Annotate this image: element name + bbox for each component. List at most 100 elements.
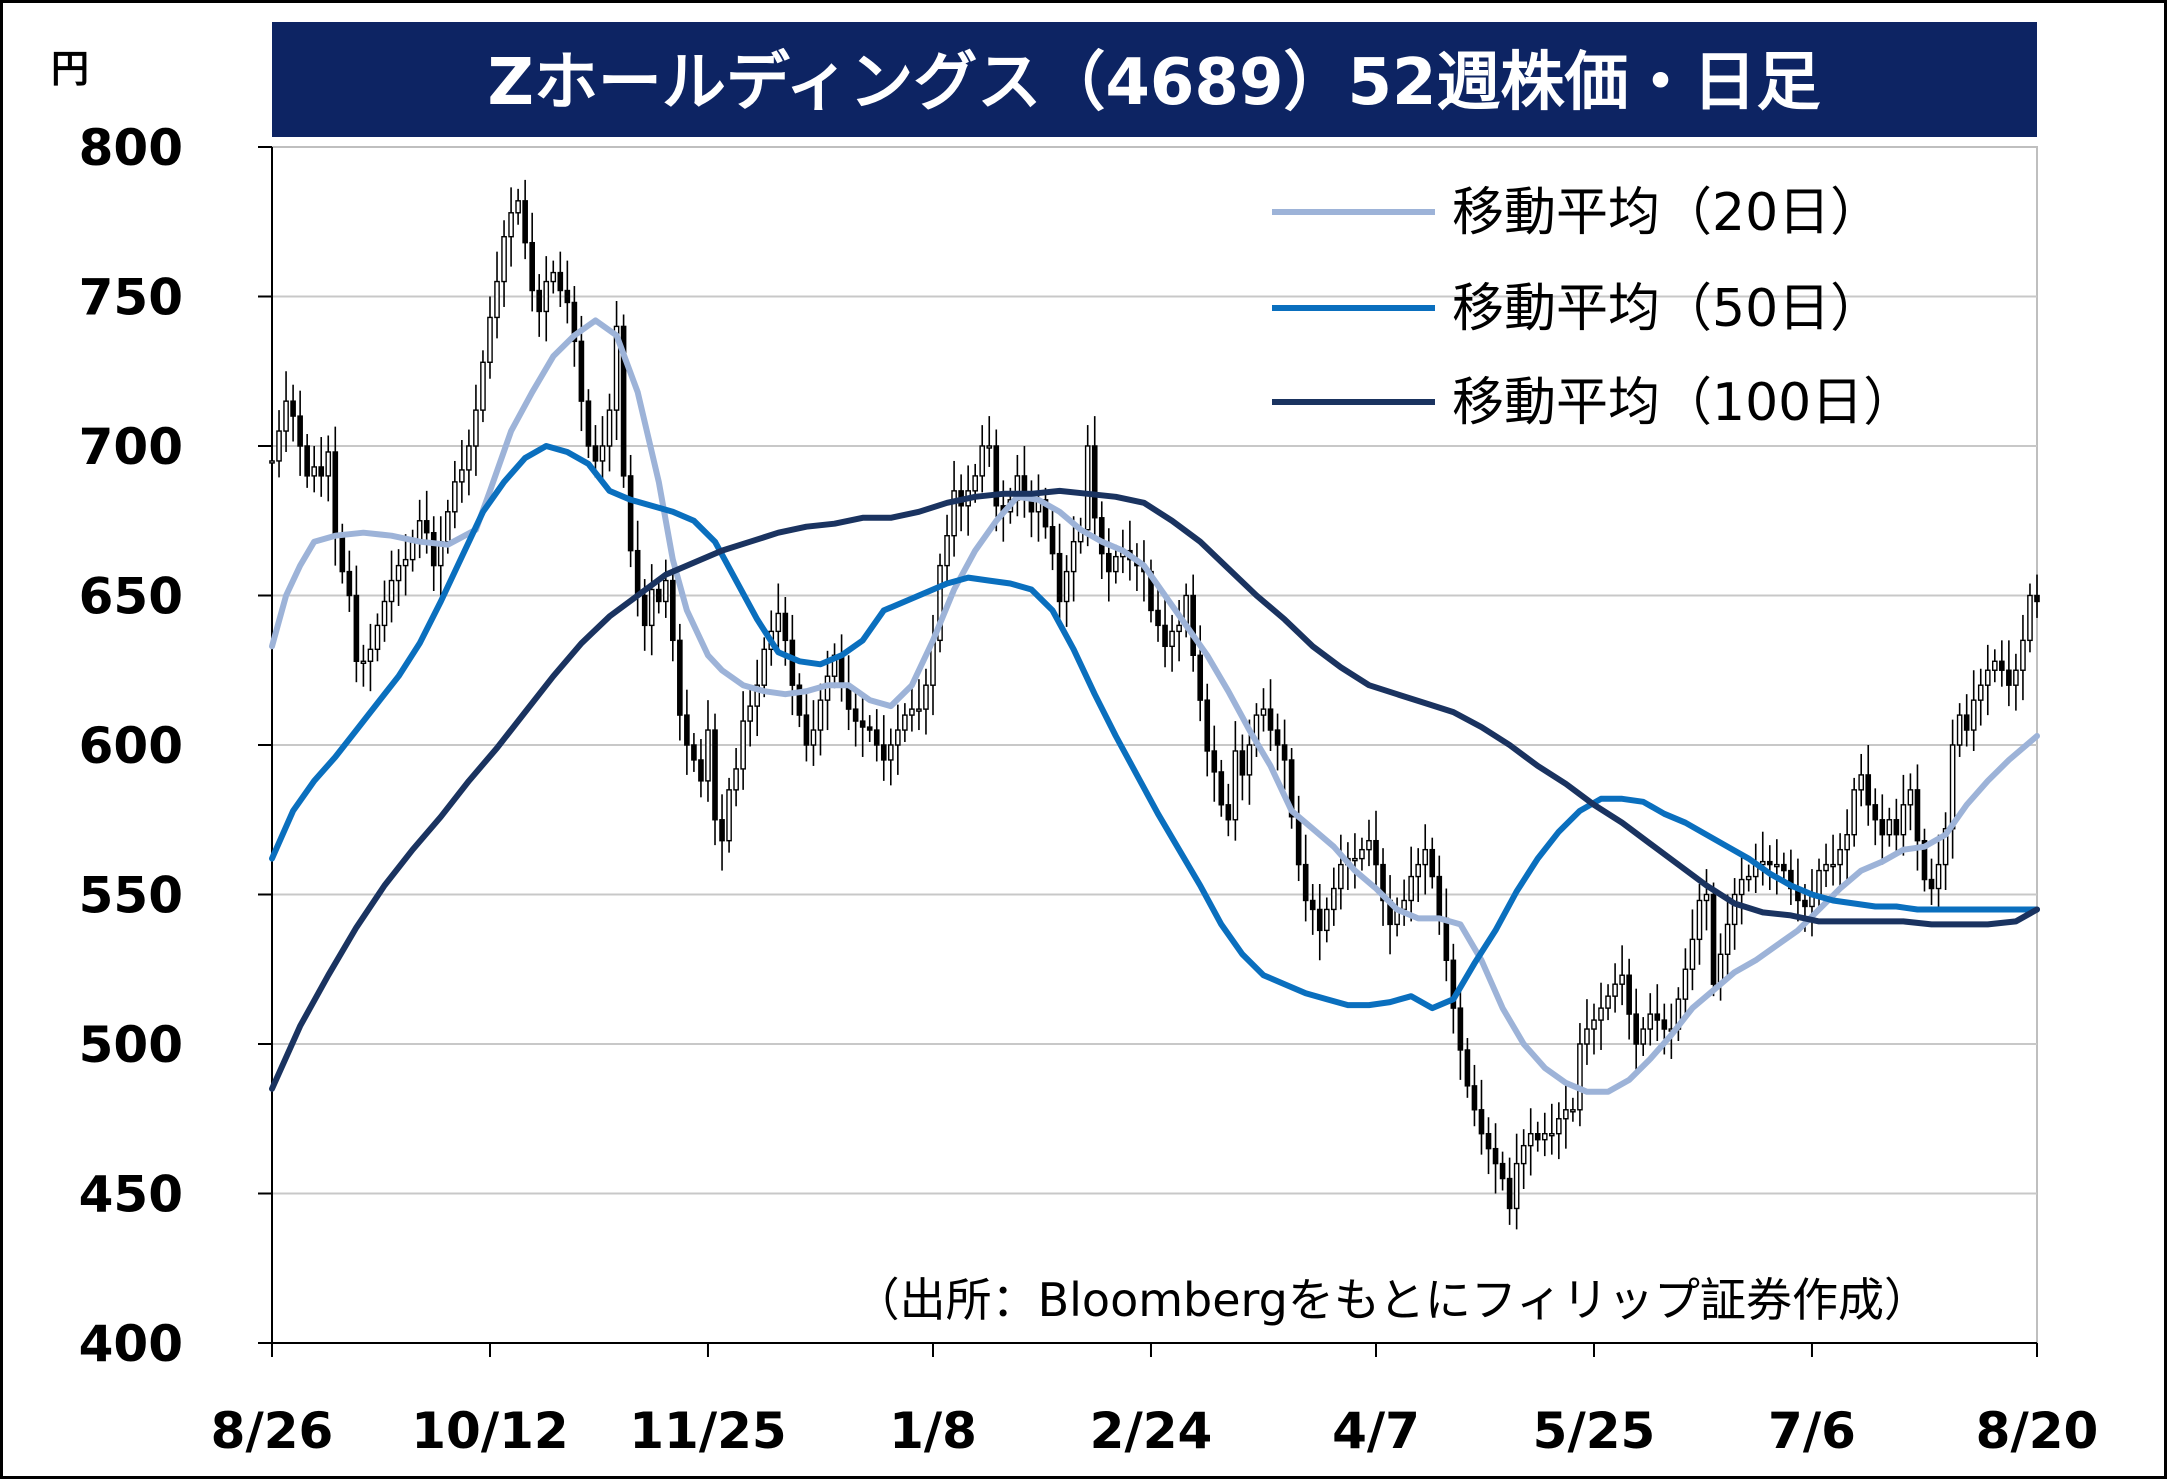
candle <box>1774 839 1780 895</box>
candle <box>374 613 381 662</box>
candle <box>459 440 465 503</box>
candle <box>353 565 360 683</box>
candle-body <box>1527 1132 1534 1147</box>
candle-body <box>1970 699 1977 731</box>
candle-body <box>1556 1118 1562 1135</box>
candle-body <box>1450 959 1457 1009</box>
candle-body <box>1429 848 1436 878</box>
candle <box>852 692 859 747</box>
candle <box>1323 897 1330 943</box>
candle <box>1921 828 1928 892</box>
candle <box>1591 1003 1597 1055</box>
candle-body <box>1457 1007 1464 1051</box>
candle <box>1084 425 1091 547</box>
candle <box>662 559 669 618</box>
candle-body <box>1506 1177 1513 1210</box>
candle-body <box>1612 983 1618 997</box>
title-banner <box>272 22 2037 137</box>
candle <box>1823 843 1829 888</box>
x-tick-label: 7/6 <box>1768 1402 1856 1460</box>
candle <box>297 390 303 476</box>
candle <box>318 437 325 497</box>
candle-body <box>1879 819 1886 836</box>
candle-body <box>339 535 346 573</box>
candle <box>1654 984 1661 1042</box>
candle <box>1710 882 1717 997</box>
candle-body <box>466 445 472 471</box>
candle-body <box>1281 744 1288 761</box>
candle <box>1429 837 1436 889</box>
candle <box>803 694 810 762</box>
candle-body <box>1921 839 1928 881</box>
candle <box>1703 869 1710 931</box>
candle <box>733 747 739 807</box>
candle-body <box>1492 1147 1499 1165</box>
candle <box>1169 614 1175 672</box>
candle-body <box>388 579 395 603</box>
x-tick-label: 2/24 <box>1090 1402 1213 1460</box>
candle-body <box>1872 804 1879 821</box>
candle <box>1893 798 1900 852</box>
candle <box>1204 683 1211 777</box>
candle <box>761 637 768 698</box>
candle-body <box>754 684 761 707</box>
candle <box>1977 668 1984 726</box>
candle-body <box>1091 445 1098 519</box>
candle <box>916 679 922 731</box>
candle <box>1886 807 1893 847</box>
candle <box>550 260 557 294</box>
candle <box>684 689 690 775</box>
candle-body <box>381 600 388 627</box>
candle-body <box>627 475 634 552</box>
candle-body <box>684 714 690 746</box>
candle-body <box>1661 1019 1668 1030</box>
candle-body <box>1098 517 1105 555</box>
candle-body <box>1865 774 1872 806</box>
candle-body <box>353 594 360 662</box>
candle <box>719 794 725 871</box>
candle <box>1302 834 1309 922</box>
candle-body <box>1991 660 1998 671</box>
candle-body <box>2013 669 2019 686</box>
candle-body <box>536 289 543 313</box>
moving-average-lines <box>269 317 2040 1095</box>
candle <box>1113 544 1119 584</box>
candle-body <box>1570 1109 1576 1113</box>
candle-body <box>1478 1109 1485 1135</box>
legend-label-ma20: 移動平均（20日） <box>1452 183 1882 243</box>
candle <box>1091 416 1098 539</box>
candle <box>789 614 796 716</box>
candle <box>1506 1157 1513 1225</box>
candle-body <box>1844 834 1850 851</box>
candle-body <box>1605 995 1611 1009</box>
candle-body <box>859 720 866 728</box>
candle <box>796 673 803 728</box>
candle-body <box>775 612 782 633</box>
y-tick-label: 450 <box>79 1166 183 1224</box>
candle <box>1781 852 1787 883</box>
candle <box>951 460 957 557</box>
candle-body <box>508 212 514 238</box>
candle-body <box>1155 609 1161 627</box>
candle <box>1352 833 1358 889</box>
candle-body <box>550 271 557 283</box>
candle <box>1070 516 1077 602</box>
candle <box>726 777 732 853</box>
y-tick-label: 650 <box>79 568 183 626</box>
candle <box>923 668 929 735</box>
candle <box>810 700 817 766</box>
candle-body <box>810 729 817 746</box>
candle-body <box>613 325 620 411</box>
candle-body <box>1619 974 1625 985</box>
candle-body <box>290 400 296 417</box>
candle-body <box>1956 714 1963 746</box>
candle <box>648 564 655 656</box>
x-tick-label: 1/8 <box>889 1402 977 1460</box>
candle-body <box>487 316 493 363</box>
candle-body <box>1105 552 1112 573</box>
candle-body <box>1323 908 1330 932</box>
candle <box>501 220 507 307</box>
candle-body <box>705 729 711 782</box>
candle-body <box>1900 804 1907 836</box>
